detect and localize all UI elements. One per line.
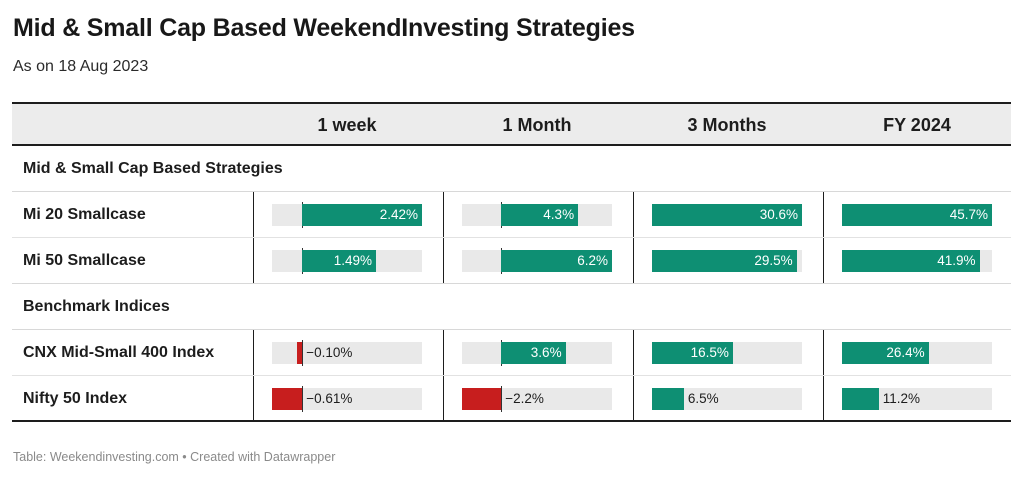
zero-baseline [302,386,304,412]
value-label: 41.9% [937,253,976,268]
column-divider [443,376,444,420]
bar-track: 29.5% [652,250,802,272]
table-row: Mi 20 Smallcase 2.42% 4.3% 30.6% 45.7% [12,192,1011,238]
value-label: 30.6% [759,207,798,222]
value-label: 4.3% [543,207,575,222]
value-label: 2.42% [379,207,418,222]
value-bar [842,342,929,364]
page-subtitle: As on 18 Aug 2023 [13,58,149,75]
bar-track: 6.2% [462,248,612,274]
value-bar [652,342,733,364]
bar-track: 45.7% [842,204,992,226]
table-row: Mi 50 Smallcase 1.49% 6.2% 29.5% 41.9% [12,238,1011,284]
bar-track: 41.9% [842,250,992,272]
value-bar [842,250,980,272]
value-bar [501,204,579,226]
group-header-row: Benchmark Indices [12,284,1011,330]
value-label: 6.2% [577,253,608,268]
footer-credit: Table: Weekendinvesting.com • Created wi… [13,450,336,464]
performance-table: 1 week 1 Month 3 Months FY 2024 Mid & Small… [12,102,1011,422]
group-label: Mid & Small Cap Based Strategies [23,160,283,177]
value-label: 6.5% [687,391,719,406]
value-label: 16.5% [690,345,729,360]
group-header-row: Mid & Small Cap Based Strategies [12,146,1011,192]
column-header-1-week: 1 week [317,115,377,135]
bar-track: 6.5% [652,388,802,410]
column-divider [823,238,824,283]
column-divider [443,330,444,375]
column-divider [633,192,634,237]
column-divider [823,192,824,237]
column-divider [823,330,824,375]
value-bar [297,342,303,364]
column-header-3-months: 3 Months [687,115,767,135]
bar-track: −0.10% [272,340,422,366]
value-bar [842,388,879,410]
zero-baseline [302,340,304,366]
column-divider [633,238,634,283]
table-header-row: 1 week 1 Month 3 Months FY 2024 [12,102,1011,146]
column-divider [633,376,634,420]
column-divider [253,238,254,283]
column-divider [253,376,254,420]
value-bar [501,250,612,272]
column-header-1-month: 1 Month [502,115,572,135]
value-bar [652,250,797,272]
value-label: 29.5% [754,253,793,268]
bar-track: 3.6% [462,340,612,366]
value-label: 3.6% [530,345,562,360]
column-header-fy-2024: FY 2024 [883,115,951,135]
column-divider [253,330,254,375]
row-label: CNX Mid-Small 400 Index [23,344,215,361]
value-label: 26.4% [886,345,925,360]
bar-track: 4.3% [462,202,612,228]
column-divider [443,238,444,283]
row-label: Mi 20 Smallcase [23,206,146,223]
value-bar [652,388,684,410]
bar-track: 1.49% [272,248,422,274]
value-bar [462,388,502,410]
value-bar [842,204,992,226]
column-divider [823,376,824,420]
value-label: 45.7% [949,207,988,222]
bar-track: 30.6% [652,204,802,226]
bar-track: 26.4% [842,342,992,364]
column-divider [443,192,444,237]
table-row: CNX Mid-Small 400 Index −0.10% 3.6% 16.5% 26… [12,330,1011,376]
value-bar [302,250,376,272]
value-bar [272,388,303,410]
value-label: 1.49% [333,253,372,268]
value-label: 11.2% [882,391,921,406]
value-label: −0.61% [306,391,353,406]
column-divider [253,192,254,237]
page-title: Mid & Small Cap Based WeekendInvesting S… [13,14,635,42]
row-label: Nifty 50 Index [23,390,128,407]
bar-track: 11.2% [842,388,992,410]
value-bar [501,342,566,364]
zero-baseline [501,386,503,412]
bar-track: 2.42% [272,202,422,228]
bar-track: 16.5% [652,342,802,364]
value-label: −0.10% [306,345,353,360]
table-row: Nifty 50 Index −0.61% −2.2% 6.5% 11.2% [12,376,1011,422]
row-label: Mi 50 Smallcase [23,252,146,269]
table-body: Mid & Small Cap Based Strategies Mi 20 Sm… [12,146,1011,422]
value-bar [652,204,802,226]
group-label: Benchmark Indices [23,298,170,315]
value-bar [302,204,422,226]
column-divider [633,330,634,375]
value-label: −2.2% [505,391,544,406]
bar-track: −0.61% [272,386,422,412]
bar-track: −2.2% [462,386,612,412]
